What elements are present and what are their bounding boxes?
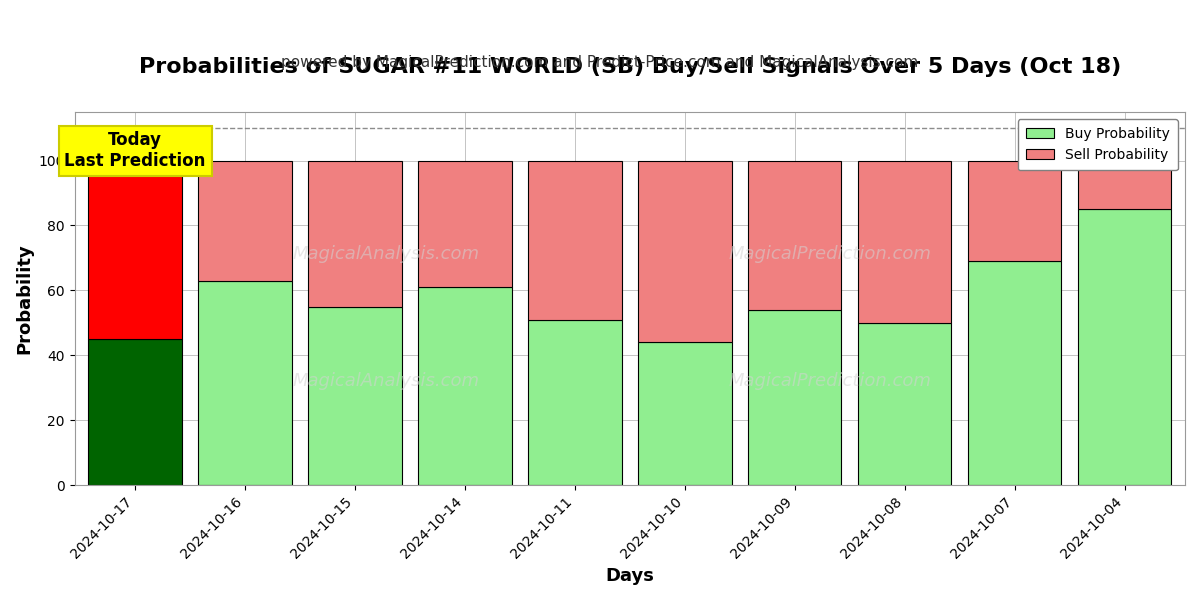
Bar: [419, 287, 511, 485]
Y-axis label: Probability: Probability: [16, 243, 34, 354]
X-axis label: Days: Days: [605, 567, 654, 585]
Text: powered by MagicalPrediction.com and Predict-Price.com and MagicalAnalysis.com: powered by MagicalPrediction.com and Pre…: [281, 55, 919, 70]
Bar: [419, 161, 511, 287]
Bar: [89, 339, 182, 485]
Bar: [528, 161, 622, 320]
Text: MagicalAnalysis.com: MagicalAnalysis.com: [292, 245, 479, 263]
Bar: [638, 161, 732, 343]
Bar: [528, 320, 622, 485]
Text: MagicalAnalysis.com: MagicalAnalysis.com: [292, 371, 479, 389]
Bar: [858, 161, 952, 323]
Bar: [308, 161, 402, 307]
Bar: [748, 310, 841, 485]
Bar: [1078, 209, 1171, 485]
Bar: [308, 307, 402, 485]
Bar: [638, 343, 732, 485]
Bar: [748, 161, 841, 310]
Text: Today
Last Prediction: Today Last Prediction: [65, 131, 206, 170]
Bar: [198, 281, 292, 485]
Title: Probabilities of SUGAR #11 WORLD (SB) Buy/Sell Signals Over 5 Days (Oct 18): Probabilities of SUGAR #11 WORLD (SB) Bu…: [139, 57, 1121, 77]
Bar: [1078, 161, 1171, 209]
Legend: Buy Probability, Sell Probability: Buy Probability, Sell Probability: [1018, 119, 1178, 170]
Bar: [198, 161, 292, 281]
Bar: [968, 161, 1061, 261]
Text: MagicalPrediction.com: MagicalPrediction.com: [728, 245, 931, 263]
Text: MagicalPrediction.com: MagicalPrediction.com: [728, 371, 931, 389]
Bar: [968, 261, 1061, 485]
Bar: [89, 161, 182, 339]
Bar: [858, 323, 952, 485]
